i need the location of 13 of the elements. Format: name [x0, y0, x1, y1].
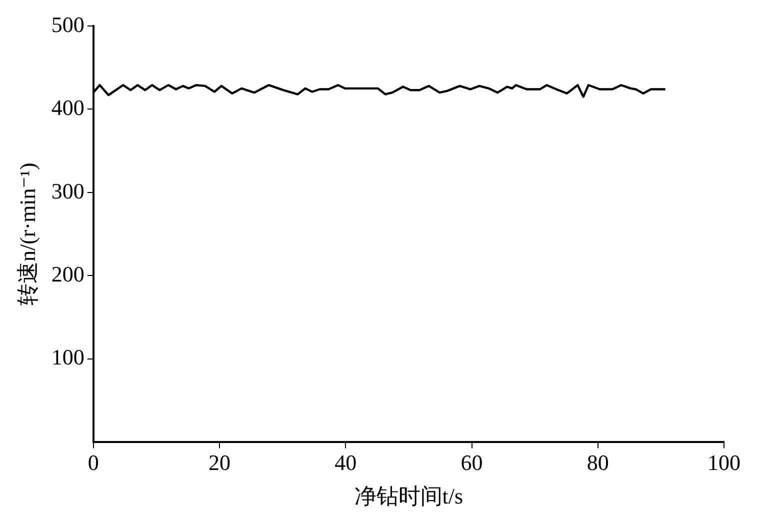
x-tick-label: 100 [708, 450, 740, 476]
y-tick-label: 300 [51, 178, 84, 204]
y-tick-label: 100 [51, 344, 84, 370]
y-tick-label: 200 [51, 262, 84, 286]
x-tick-label: 60 [460, 450, 483, 476]
y-axis-title: 转速n/(r·min⁻¹) [14, 162, 40, 306]
x-tick-label: 0 [88, 450, 99, 476]
x-axis-title: 净钻时间t/s [354, 484, 464, 509]
x-tick-label: 20 [208, 450, 231, 476]
x-tick-label: 40 [334, 450, 357, 476]
y-tick-label: 500 [51, 12, 84, 37]
x-tick-label: 80 [586, 450, 609, 476]
y-tick-label: 400 [51, 95, 84, 120]
